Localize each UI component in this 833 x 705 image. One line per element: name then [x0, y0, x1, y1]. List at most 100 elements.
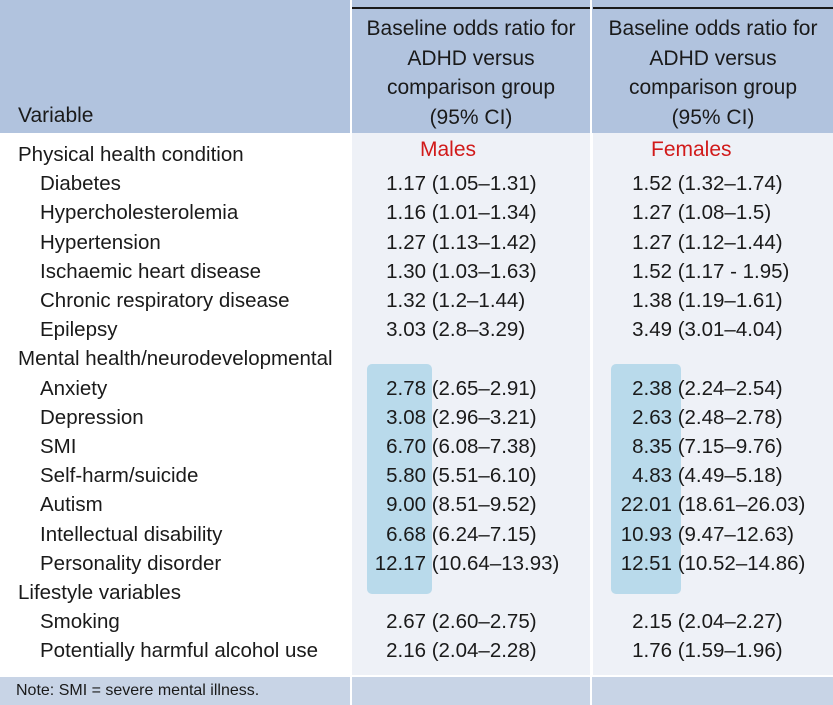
confidence-interval: (4.49–5.18)	[677, 464, 783, 488]
odds-ratio: 1.27	[386, 230, 426, 254]
females-value: 1.38 (1.19–1.61)	[608, 286, 783, 315]
odds-ratio: 1.52	[632, 172, 672, 196]
confidence-interval: (1.32–1.74)	[677, 172, 783, 196]
females-value: 10.93 (9.47–12.63)	[608, 520, 794, 549]
confidence-interval: (1.13–1.42)	[431, 230, 537, 254]
odds-ratio: 6.70	[386, 435, 426, 458]
confidence-interval: (1.19–1.61)	[677, 289, 783, 312]
note-bar	[0, 677, 833, 705]
header-line: comparison group	[628, 76, 798, 99]
males-value: 1.27 (1.13–1.42)	[366, 228, 537, 257]
table-row: Personality disorder 12.17 (10.64–13.93) 1…	[0, 549, 833, 578]
confidence-interval: (6.24–7.15)	[431, 522, 537, 546]
odds-ratio: 3.03	[386, 318, 426, 342]
odds-ratio: 6.68	[386, 522, 426, 546]
row-label: Smoking	[40, 610, 120, 634]
males-column-bg	[352, 133, 590, 677]
males-value: 6.68 (6.24–7.15)	[366, 520, 537, 549]
section-row: Physical health condition	[0, 140, 833, 169]
confidence-interval: (1.03–1.63)	[431, 259, 537, 283]
confidence-interval: (2.96–3.21)	[431, 405, 537, 429]
confidence-interval: (18.61–26.03)	[677, 493, 806, 517]
row-label: Anxiety	[40, 376, 108, 400]
females-value: 1.27 (1.12–1.44)	[608, 228, 782, 257]
males-value: 12.17 (10.64–13.93)	[366, 549, 560, 578]
row-label: Diabetes	[40, 172, 121, 196]
females-value: 1.76 (1.59–1.96)	[608, 636, 782, 665]
odds-ratio: 4.83	[632, 464, 672, 488]
table-row: Potentially harmful alcohol use 2.16 (2.0…	[0, 636, 833, 665]
table-row: Intellectual disability 6.68 (6.24–7.15) 1…	[0, 520, 833, 549]
males-value: 5.80 (5.51–6.10)	[366, 461, 536, 490]
table-row: Autism 9.00 (8.51–9.52) 22.01 (18.61–26.03…	[0, 490, 833, 519]
odds-ratio: 2.15	[632, 610, 672, 634]
confidence-interval: (2.24–2.54)	[677, 376, 783, 400]
confidence-interval: (6.08–7.38)	[431, 435, 537, 458]
table-row: Smoking 2.67 (2.60–2.75) 2.15 (2.04–2.27)	[0, 607, 833, 636]
row-label: SMI	[40, 435, 77, 458]
odds-ratio: 1.30	[386, 259, 426, 283]
females-value: 4.83 (4.49–5.18)	[608, 461, 783, 490]
row-label: Self-harm/suicide	[40, 464, 199, 488]
odds-ratio: 3.49	[632, 318, 672, 342]
table-note: Note: SMI = severe mental illness.	[16, 682, 260, 699]
odds-ratio: 2.78	[386, 376, 426, 400]
row-label: Potentially harmful alcohol use	[40, 639, 319, 663]
odds-ratio: 9.00	[386, 493, 426, 517]
confidence-interval: (3.01–4.04)	[677, 318, 783, 342]
header-line: (95% CI)	[671, 105, 755, 129]
row-label: Epilepsy	[40, 318, 118, 342]
odds-ratio: 2.16	[386, 639, 426, 663]
males-value: 1.32 (1.2–1.44)	[366, 286, 525, 315]
odds-ratio: 1.38	[632, 289, 672, 312]
confidence-interval: (2.04–2.27)	[677, 610, 783, 634]
odds-ratio: 5.80	[386, 464, 426, 488]
confidence-interval: (2.04–2.28)	[431, 639, 537, 663]
note-divider	[0, 675, 833, 677]
females-value: 1.52 (1.32–1.74)	[608, 169, 783, 198]
females-column-header: Baseline odds ratio for ADHD versus comp…	[593, 14, 833, 132]
confidence-interval: (9.47–12.63)	[677, 522, 794, 546]
confidence-interval: (10.52–14.86)	[677, 551, 806, 575]
table-row: Chronic respiratory disease 1.32 (1.2–1.4…	[0, 286, 833, 315]
females-value: 12.51 (10.52–14.86)	[608, 549, 806, 578]
row-label: Hypercholesterolemia	[40, 201, 239, 225]
table-row: Hypertension 1.27 (1.13–1.42) 1.27 (1.12–1…	[0, 228, 833, 257]
odds-ratio: 12.51	[620, 551, 672, 575]
header-line: Baseline odds ratio for	[608, 17, 818, 40]
row-label: Hypertension	[40, 230, 161, 254]
row-label: Chronic respiratory disease	[40, 289, 290, 312]
males-value: 1.16 (1.01–1.34)	[366, 198, 537, 227]
row-label: Intellectual disability	[40, 522, 223, 546]
variable-column-header: Variable	[18, 104, 94, 127]
row-label: Physical health condition	[18, 143, 244, 166]
table-row: Anxiety 2.78 (2.65–2.91) 2.38 (2.24–2.54)	[0, 374, 833, 403]
females-value: 2.63 (2.48–2.78)	[608, 403, 783, 432]
odds-ratio: 1.32	[386, 289, 426, 312]
males-column-header: Baseline odds ratio for ADHD versus comp…	[352, 14, 590, 132]
odds-ratio: 10.93	[620, 522, 672, 546]
row-label: Ischaemic heart disease	[40, 259, 262, 283]
confidence-interval: (1.08–1.5)	[677, 201, 772, 225]
males-value: 9.00 (8.51–9.52)	[366, 490, 536, 519]
odds-ratio: 1.52	[632, 259, 672, 283]
odds-ratio: 8.35	[632, 435, 672, 458]
odds-ratio: 12.17	[374, 551, 426, 575]
row-label: Autism	[40, 493, 103, 517]
table-row: Self-harm/suicide 5.80 (5.51–6.10) 4.83 (4…	[0, 461, 833, 490]
table-header	[0, 0, 833, 133]
confidence-interval: (1.01–1.34)	[431, 201, 537, 225]
confidence-interval: (2.65–2.91)	[431, 376, 537, 400]
odds-ratio: 1.76	[632, 639, 672, 663]
confidence-interval: (2.48–2.78)	[677, 405, 783, 429]
confidence-interval: (2.8–3.29)	[431, 318, 526, 342]
females-value: 1.27 (1.08–1.5)	[608, 198, 771, 227]
odds-ratio: 1.27	[632, 201, 672, 225]
males-value: 6.70 (6.08–7.38)	[366, 432, 537, 461]
odds-ratio: 2.63	[632, 405, 672, 429]
confidence-interval: (10.64–13.93)	[431, 551, 560, 575]
odds-ratio: 22.01	[620, 493, 672, 517]
males-value: 3.03 (2.8–3.29)	[366, 315, 525, 344]
column-divider	[590, 0, 592, 705]
